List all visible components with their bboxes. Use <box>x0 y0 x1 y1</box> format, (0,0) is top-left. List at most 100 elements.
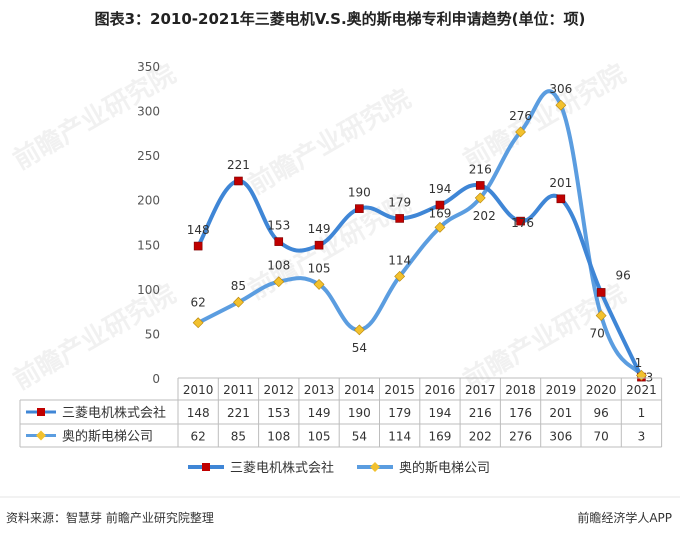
y-tick-label: 250 <box>137 149 160 163</box>
data-point <box>273 276 285 288</box>
legend-marker <box>370 462 380 472</box>
x-tick-label: 2020 <box>586 383 617 397</box>
table-cell: 70 <box>594 430 609 444</box>
table-cell: 176 <box>509 406 532 420</box>
data-label: 306 <box>549 82 572 96</box>
data-point <box>515 126 526 138</box>
table-cell: 201 <box>549 406 572 420</box>
y-tick-label: 200 <box>137 194 160 208</box>
data-label: 149 <box>308 222 331 236</box>
table-cell: 194 <box>428 406 451 420</box>
data-label: 179 <box>388 195 411 209</box>
table-legend-marker <box>37 408 45 416</box>
data-point <box>475 181 485 190</box>
data-point <box>395 214 404 223</box>
data-point <box>314 240 324 250</box>
data-label: 194 <box>428 182 451 196</box>
data-label: 190 <box>348 186 371 200</box>
y-tick-label: 300 <box>137 105 160 119</box>
data-point <box>516 216 525 226</box>
data-label: 96 <box>616 268 631 282</box>
data-point <box>234 176 243 186</box>
source-note: 资料来源：智慧芽 前瞻产业研究院整理 <box>6 511 214 525</box>
data-point <box>394 270 406 282</box>
table-cell: 1 <box>638 406 646 420</box>
table-cell: 202 <box>469 430 492 444</box>
table-cell: 169 <box>428 430 451 444</box>
data-point <box>596 288 606 297</box>
data-point <box>595 310 607 322</box>
data-point <box>193 241 203 251</box>
y-tick-label: 150 <box>137 238 160 252</box>
x-tick-label: 2021 <box>626 383 657 397</box>
table-cell: 62 <box>191 430 206 444</box>
legend-marker <box>202 463 210 471</box>
table-cell: 148 <box>187 406 210 420</box>
brand-label: 前瞻经济学人APP <box>577 511 672 525</box>
data-point <box>233 296 244 308</box>
data-label: 153 <box>267 219 290 233</box>
data-label: 70 <box>590 327 605 341</box>
x-tick-label: 2010 <box>183 383 214 397</box>
data-label: 148 <box>187 223 210 237</box>
data-point <box>313 278 325 290</box>
watermark-text: 前瞻产业研究院 <box>458 58 631 176</box>
data-label: 221 <box>227 158 250 172</box>
data-label: 105 <box>308 261 331 275</box>
data-label: 85 <box>231 279 246 293</box>
legend-label: 三菱电机株式会社 <box>230 460 334 476</box>
data-label: 176 <box>511 216 534 230</box>
table-cell: 149 <box>308 406 331 420</box>
table-series-name: 三菱电机株式会社 <box>62 405 166 421</box>
table-cell: 114 <box>388 430 411 444</box>
table-series-name: 奥的斯电梯公司 <box>62 429 153 445</box>
table-cell: 85 <box>231 430 246 444</box>
x-tick-label: 2012 <box>263 383 294 397</box>
table-cell: 179 <box>388 406 411 420</box>
data-point <box>556 194 566 204</box>
x-tick-label: 2017 <box>465 383 496 397</box>
table-cell: 306 <box>549 430 572 444</box>
table-cell: 216 <box>469 406 492 420</box>
data-label: 3 <box>646 370 654 384</box>
data-label: 108 <box>267 259 290 273</box>
data-point <box>353 324 365 336</box>
table-cell: 190 <box>348 406 371 420</box>
chart-title: 图表3：2010-2021年三菱电机V.S.奥的斯电梯专利申请趋势(单位：项) <box>94 10 586 28</box>
table-cell: 96 <box>594 406 609 420</box>
y-tick-label: 50 <box>145 327 160 341</box>
data-label: 216 <box>469 162 492 176</box>
data-label: 201 <box>549 176 572 190</box>
data-point <box>274 237 284 246</box>
table-cell: 276 <box>509 430 532 444</box>
data-label: 62 <box>191 296 206 310</box>
table-cell: 3 <box>638 430 646 444</box>
data-point <box>555 99 567 111</box>
data-label: 1 <box>635 356 643 370</box>
x-tick-label: 2018 <box>505 383 536 397</box>
y-tick-label: 350 <box>137 60 160 74</box>
data-point <box>636 369 647 381</box>
data-label: 114 <box>388 253 411 267</box>
series-line-mitsubishi <box>196 178 644 380</box>
data-point <box>355 204 364 213</box>
data-point <box>434 221 446 233</box>
table-cell: 54 <box>352 430 367 444</box>
data-label: 169 <box>428 206 451 220</box>
x-tick-label: 2016 <box>425 383 456 397</box>
x-tick-label: 2014 <box>344 383 375 397</box>
x-tick-label: 2015 <box>384 383 415 397</box>
table-cell: 105 <box>308 430 331 444</box>
x-tick-label: 2013 <box>304 383 335 397</box>
y-tick-label: 0 <box>152 372 160 386</box>
table-legend-marker <box>36 430 46 441</box>
data-label: 202 <box>473 209 496 223</box>
table-cell: 221 <box>227 406 250 420</box>
x-tick-label: 2011 <box>223 383 254 397</box>
data-label: 276 <box>509 109 532 123</box>
y-tick-label: 100 <box>137 283 160 297</box>
watermark-text: 前瞻产业研究院 <box>243 83 416 201</box>
data-point <box>192 317 204 329</box>
legend-label: 奥的斯电梯公司 <box>399 460 490 476</box>
